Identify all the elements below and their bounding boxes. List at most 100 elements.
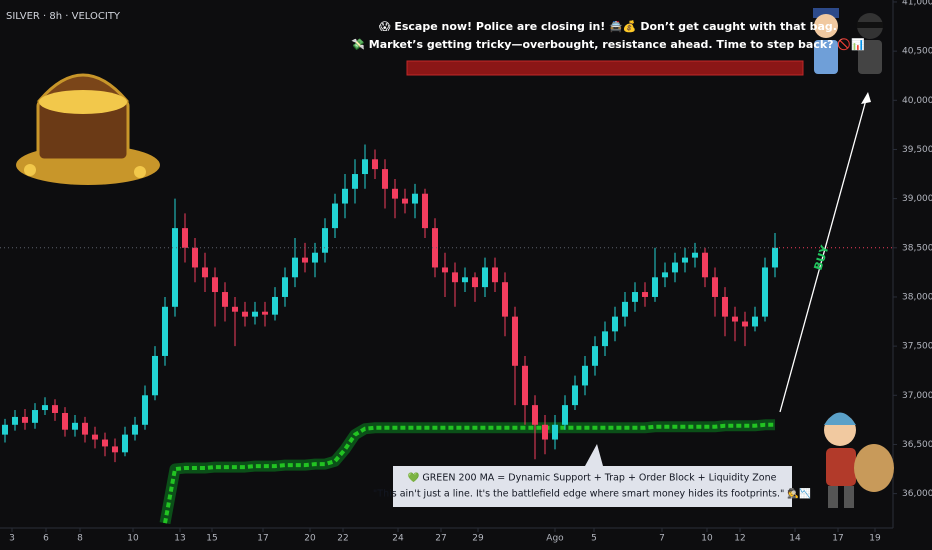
thief-icon <box>857 13 883 74</box>
x-tick-label: Ago <box>546 534 564 544</box>
x-tick-label: 6 <box>43 534 49 544</box>
candle-body <box>12 416 18 425</box>
candle-body <box>552 424 558 440</box>
candle-body <box>592 346 598 366</box>
candle-body <box>192 247 198 268</box>
candle-body <box>112 446 118 453</box>
candle-body <box>332 203 338 229</box>
candle-body <box>162 306 168 356</box>
candle-body <box>82 422 88 435</box>
x-tick-label: 19 <box>869 534 881 544</box>
candle-body <box>652 277 658 297</box>
candle-body <box>272 296 278 315</box>
x-tick-label: 10 <box>127 534 139 544</box>
candle-body <box>742 321 748 327</box>
candle-body <box>372 159 378 170</box>
candle-body <box>182 228 188 248</box>
candle-body <box>702 252 708 278</box>
candle-body <box>502 282 508 317</box>
x-tick-label: 17 <box>832 534 843 544</box>
candle-body <box>722 296 728 317</box>
candle-body <box>232 306 238 312</box>
x-tick-label: 5 <box>591 534 597 544</box>
candle-body <box>342 188 348 204</box>
police-icon <box>813 8 839 74</box>
x-tick-label: 10 <box>701 534 713 544</box>
candle-body <box>402 198 408 204</box>
candle-body <box>142 395 148 425</box>
candle-body <box>102 439 108 447</box>
top-annotation: 😱 Escape now! Police are closing in! 🚔💰 … <box>379 20 837 33</box>
y-tick-label: 40,000 <box>902 96 932 106</box>
candle-body <box>562 405 568 425</box>
callout-box <box>393 444 792 507</box>
top-annotation: 💸 Market’s getting tricky—overbought, re… <box>351 38 865 51</box>
candle-body <box>262 311 268 315</box>
candle-body <box>772 247 778 268</box>
candle-body <box>512 316 518 366</box>
candle-body <box>392 188 398 199</box>
y-tick-label: 41,000 <box>902 0 932 7</box>
candle-body <box>582 365 588 386</box>
candle-body <box>52 405 58 413</box>
x-tick-label: 17 <box>257 534 268 544</box>
x-tick-label: 8 <box>77 534 83 544</box>
candle-body <box>612 316 618 332</box>
x-tick-label: 15 <box>206 534 217 544</box>
y-tick-label: 39,500 <box>902 145 932 155</box>
candle-body <box>672 262 678 273</box>
candle-body <box>482 267 488 288</box>
candle-body <box>132 424 138 435</box>
candle-body <box>92 434 98 440</box>
candle-body <box>752 316 758 327</box>
candle-body <box>602 331 608 347</box>
candle-body <box>442 267 448 273</box>
ma-line <box>163 422 775 524</box>
x-tick-label: 7 <box>659 534 665 544</box>
candle-body <box>452 272 458 283</box>
candle-body <box>682 257 688 263</box>
candle-body <box>352 174 358 189</box>
arrow-head <box>861 92 871 104</box>
candle-body <box>422 193 428 229</box>
candle-body <box>522 365 528 406</box>
candle-body <box>322 228 328 253</box>
candle-body <box>662 272 668 278</box>
callout-text: "This ain't just a line. It's the battle… <box>373 488 811 500</box>
candle-body <box>312 252 318 263</box>
candle-body <box>572 385 578 406</box>
callout-text: 💚 GREEN 200 MA = Dynamic Support + Trap … <box>408 472 777 484</box>
x-tick-label: 14 <box>789 534 801 544</box>
x-tick-label: 3 <box>9 534 15 544</box>
candle-body <box>642 292 648 297</box>
x-tick-label: 13 <box>174 534 185 544</box>
candle-body <box>202 267 208 278</box>
candle-body <box>282 277 288 297</box>
candle-body <box>492 267 498 283</box>
y-tick-label: 37,000 <box>902 391 932 401</box>
candle-body <box>32 410 38 423</box>
candle-body <box>252 311 258 317</box>
x-tick-label: 27 <box>435 534 446 544</box>
candle-body <box>412 193 418 204</box>
candle-body <box>122 434 128 453</box>
resistance-bar <box>406 60 804 76</box>
treasure-icon <box>16 73 160 185</box>
candle-body <box>172 228 178 307</box>
y-tick-label: 40,500 <box>902 47 932 57</box>
candle-body <box>22 416 28 423</box>
y-tick-label: 38,500 <box>902 243 932 253</box>
y-tick-label: 36,000 <box>902 489 932 499</box>
candle-body <box>62 412 68 430</box>
candle-body <box>632 292 638 302</box>
candle-body <box>622 301 628 317</box>
chart-title: SILVER · 8h · VELOCITY <box>6 11 121 22</box>
y-tick-label: 37,500 <box>902 342 932 352</box>
x-tick-label: 24 <box>392 534 404 544</box>
x-tick-label: 22 <box>337 534 348 544</box>
candle-body <box>712 277 718 297</box>
candle-body <box>212 277 218 293</box>
